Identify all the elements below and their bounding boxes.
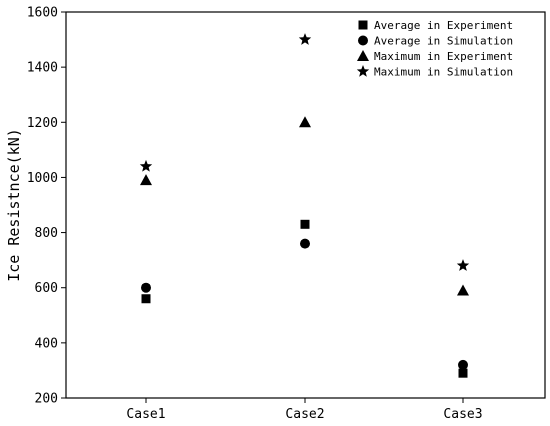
legend-marker-triangle [357, 50, 369, 61]
data-point-triangle [457, 284, 469, 296]
x-tick-label: Case3 [443, 407, 482, 422]
legend-label: Maximum in Experiment [374, 50, 513, 63]
data-point-square [141, 294, 151, 304]
legend-marker-star [356, 65, 370, 77]
x-tick-label: Case2 [285, 407, 324, 422]
data-point-star [298, 33, 312, 45]
data-point-circle [141, 282, 151, 293]
x-tick-label: Case1 [126, 407, 165, 422]
y-tick-label: 1000 [27, 171, 58, 186]
x-axis-ticks: Case1 Case2 Case3 [126, 398, 483, 422]
data-point-circle [300, 238, 310, 249]
data-points [139, 33, 470, 378]
data-point-circle [458, 359, 468, 370]
legend: Average in Experiment Average in Simulati… [356, 19, 513, 79]
y-axis-title: Ice Resistnce(kN) [5, 128, 23, 282]
legend-marker-square [358, 20, 368, 30]
data-point-star [456, 259, 470, 271]
y-tick-label: 600 [35, 281, 58, 296]
data-point-triangle [299, 116, 311, 128]
y-tick-label: 800 [35, 226, 58, 241]
y-tick-label: 200 [35, 392, 58, 407]
data-point-star [139, 159, 153, 172]
y-tick-label: 1400 [27, 61, 58, 76]
data-point-triangle [140, 174, 152, 186]
legend-label: Average in Simulation [374, 35, 513, 48]
y-tick-label: 1600 [27, 6, 58, 21]
y-axis-ticks: 200 400 600 800 1000 1200 1400 1600 [27, 6, 66, 407]
y-tick-label: 400 [35, 336, 58, 351]
y-tick-label: 1200 [27, 116, 58, 131]
data-point-square [458, 368, 468, 378]
data-point-square [300, 219, 310, 229]
legend-marker-circle [358, 35, 368, 46]
legend-label: Maximum in Simulation [374, 66, 513, 79]
legend-label: Average in Experiment [374, 19, 513, 32]
